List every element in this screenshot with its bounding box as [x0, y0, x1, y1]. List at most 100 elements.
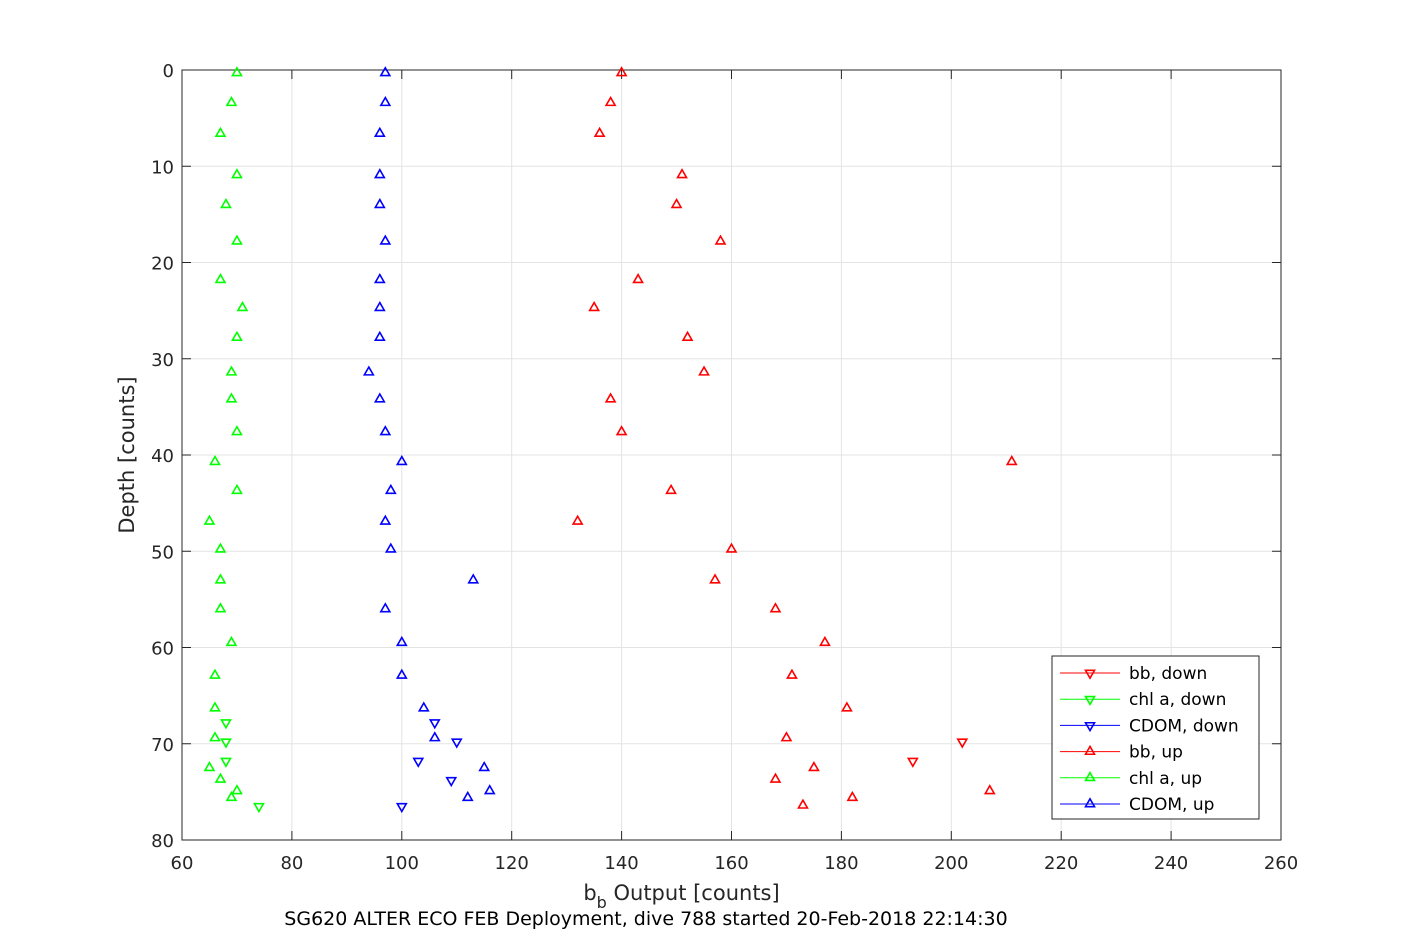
y-tick-label: 40 [151, 446, 174, 467]
data-point [478, 761, 491, 772]
data-point [808, 761, 820, 772]
data-point [676, 168, 688, 179]
series-bb-down [906, 738, 969, 768]
data-point [362, 365, 375, 376]
data-point [417, 701, 430, 712]
legend-marker [1084, 721, 1096, 733]
data-point [467, 573, 480, 584]
data-point [615, 425, 628, 436]
data-point [220, 197, 232, 209]
data-point [373, 273, 386, 284]
data-point [220, 719, 232, 730]
y-tick-label: 70 [151, 735, 174, 756]
data-point [670, 197, 683, 209]
data-point [236, 300, 249, 312]
data-point [780, 731, 793, 742]
legend-box [1051, 655, 1260, 820]
data-point [593, 126, 606, 137]
y-tick-label: 0 [163, 61, 174, 82]
data-point [604, 95, 617, 107]
legend-label: bb, up [1129, 743, 1183, 763]
x-tick-label: 260 [1264, 853, 1298, 874]
data-point [714, 234, 727, 245]
data-point [373, 330, 386, 342]
data-point [1005, 454, 1018, 466]
data-point [379, 602, 392, 613]
data-point [214, 772, 227, 783]
data-point [450, 738, 463, 749]
figure-caption: SG620 ALTER ECO FEB Deployment, dive 788… [284, 908, 1007, 930]
data-point [379, 66, 392, 77]
y-tick-label: 80 [151, 831, 174, 852]
data-point [373, 300, 386, 312]
data-point [725, 542, 738, 553]
data-point [209, 454, 221, 466]
data-point [231, 483, 243, 495]
series-cdom-up [362, 66, 496, 802]
data-point [395, 802, 408, 814]
data-point [379, 425, 392, 436]
data-point [395, 635, 408, 647]
y-tick-label: 20 [151, 254, 174, 275]
data-point [373, 392, 386, 403]
data-point [604, 392, 617, 403]
x-axis-label-rest: Output [counts] [607, 881, 780, 905]
series-chl-a-up [203, 66, 249, 802]
y-tick-label: 50 [151, 542, 174, 563]
data-point [906, 757, 919, 768]
data-point [231, 425, 243, 436]
legend-label: chl a, down [1129, 690, 1226, 710]
legend: bb, down chl a, down CDOM, down bb, up chl a… [1051, 655, 1260, 820]
x-tick-label: 80 [280, 853, 303, 874]
data-point [220, 757, 232, 768]
legend-label: chl a, up [1129, 769, 1202, 789]
data-point [769, 602, 782, 613]
data-point [203, 514, 216, 525]
data-point [373, 126, 386, 137]
data-point [681, 330, 694, 342]
x-tick-label: 140 [604, 853, 638, 874]
x-tick-label: 100 [385, 853, 419, 874]
legend-marker [1084, 695, 1096, 706]
data-point [615, 66, 628, 77]
legend-marker [1084, 744, 1096, 756]
data-point [395, 454, 408, 466]
y-tick-label: 10 [151, 157, 174, 178]
x-tick-label: 180 [824, 853, 858, 874]
data-point [225, 95, 238, 107]
legend-label: CDOM, up [1129, 795, 1214, 815]
data-point [698, 365, 710, 376]
data-point [231, 330, 243, 342]
legend-marker [1084, 771, 1096, 782]
x-axis-label-main: b [583, 881, 596, 905]
legend-entry: CDOM, up [1060, 795, 1214, 815]
data-point [956, 738, 969, 749]
data-point [214, 602, 227, 613]
data-point [379, 234, 392, 245]
y-tick-label: 30 [151, 350, 174, 371]
data-point [231, 234, 243, 245]
data-point [384, 542, 397, 553]
data-point [665, 483, 677, 495]
data-point [225, 392, 238, 403]
data-point [214, 126, 227, 137]
series-cdom-down [395, 719, 463, 814]
data-point [846, 790, 859, 802]
data-point [461, 790, 474, 802]
x-axis-label-subscript: b [597, 893, 607, 912]
legend-entry: chl a, down [1060, 690, 1226, 710]
x-tick-label: 240 [1154, 853, 1188, 874]
legend-entry: bb, up [1060, 743, 1183, 763]
data-point [588, 300, 601, 312]
y-tick-label: 60 [151, 639, 174, 660]
data-point [412, 757, 425, 768]
data-point [373, 197, 386, 209]
data-point [483, 784, 496, 795]
data-point [231, 168, 243, 179]
legend-entry: CDOM, down [1060, 716, 1239, 736]
data-point [428, 719, 441, 730]
data-point [445, 776, 458, 788]
data-point [209, 668, 221, 679]
legend-marker [1084, 797, 1096, 808]
